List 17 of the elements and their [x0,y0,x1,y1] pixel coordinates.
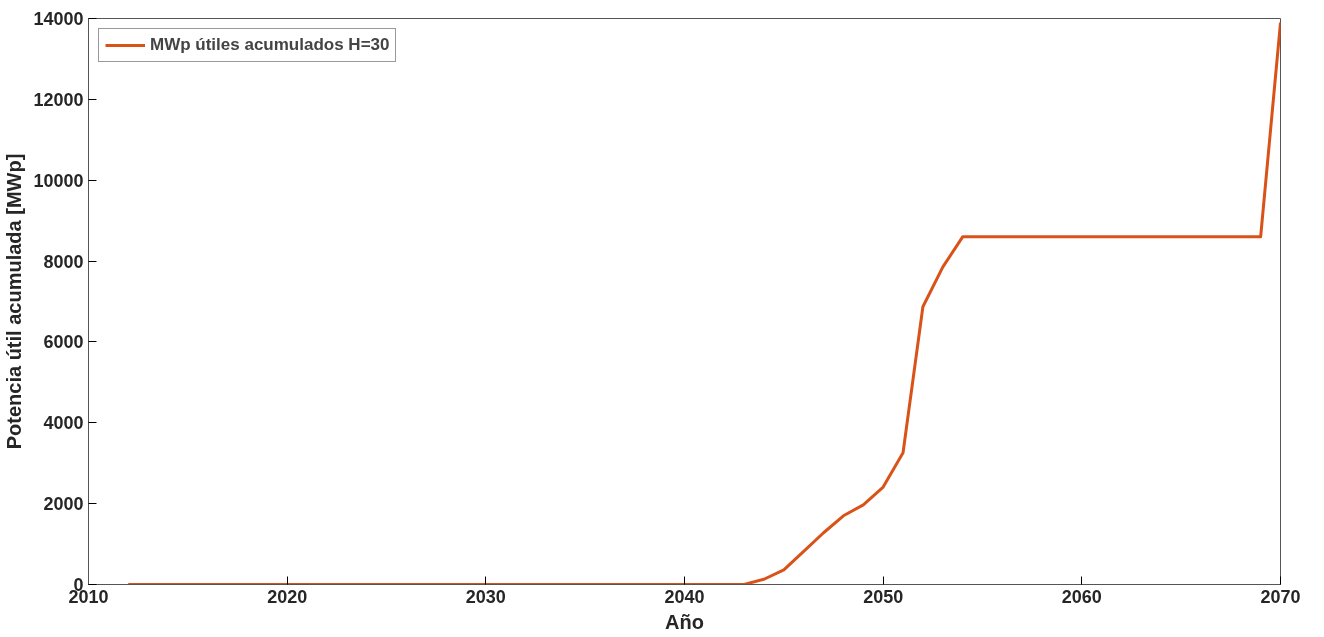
x-tick-label: 2060 [1061,586,1102,607]
y-axis-title: Potencia útil acumulada [MWp] [3,153,26,450]
x-axis-title: Año [665,610,704,633]
y-tick-label: 6000 [43,332,84,353]
y-tick-label: 2000 [43,494,84,515]
x-tick-label: 2070 [1260,586,1301,607]
line-series [126,21,1281,585]
y-tick-label: 4000 [43,413,84,434]
y-tick-label: 10000 [33,170,84,191]
y-tick-label: 14000 [33,9,84,29]
x-tick-label: 2020 [267,586,308,607]
x-tick-label: 2030 [465,586,506,607]
legend-label: MWp útiles acumulados H=30 [150,35,390,55]
x-tick-label: 2040 [664,586,705,607]
y-tick-label: 8000 [43,251,84,272]
y-tick-label: 12000 [33,89,84,110]
x-tick-label: 2050 [863,586,904,607]
